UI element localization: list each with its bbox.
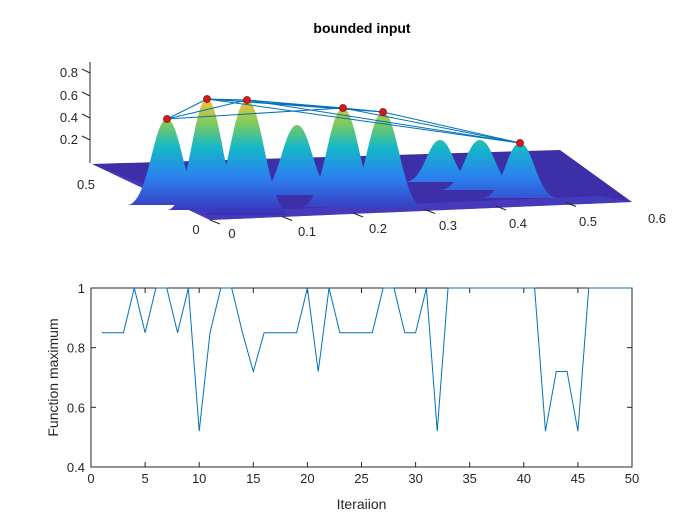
sample-path-line (343, 108, 383, 112)
x-tick-label: 45 (571, 471, 585, 486)
plot-area (91, 288, 632, 467)
x-tick-label: 0.2 (369, 221, 387, 236)
x-tick-label: 50 (625, 471, 639, 486)
surface-plot: 0.2 0.4 0.6 0.8 0 0.1 0.2 0.3 0.4 0.5 0.6 0 0.5 (60, 62, 666, 241)
x-tick-label: 0.1 (298, 224, 316, 239)
x-tick-label: 0.4 (509, 216, 527, 231)
surface-title: bounded input (313, 20, 411, 36)
x-tick-label: 0.3 (439, 218, 457, 233)
x-tick-label: 0 (87, 471, 94, 486)
sample-path-line (343, 108, 520, 143)
x-tick-label: 30 (408, 471, 422, 486)
z-tick (82, 114, 90, 118)
sample-marker (164, 116, 171, 123)
z-tick-label: 0.4 (60, 110, 78, 125)
y-tick-label: 0.4 (67, 460, 85, 475)
x-tick-label: 0.5 (579, 214, 597, 229)
y-tick-label: 0.8 (67, 341, 85, 356)
line-plot: 0 5 10 15 20 25 30 35 40 45 50 0.4 0.6 0.8 1 Iteraiion F… (45, 281, 639, 512)
x-tick-label: 0.6 (648, 211, 666, 226)
y-tick-label: 0 (192, 222, 199, 237)
sample-marker (380, 109, 387, 116)
x-tick-label: 0 (228, 226, 235, 241)
x-tick-label: 35 (462, 471, 476, 486)
x-tick-label: 20 (300, 471, 314, 486)
sample-marker (244, 97, 251, 104)
y-axis-label: Function maximum (45, 318, 61, 436)
z-tick-label: 0.2 (60, 132, 78, 147)
z-tick (82, 92, 90, 96)
x-tick-label: 40 (517, 471, 531, 486)
sample-path-line (383, 112, 520, 143)
sample-marker (340, 105, 347, 112)
y-tick-label: 1 (78, 281, 85, 296)
x-tick-label: 5 (141, 471, 148, 486)
z-tick-label: 0.6 (60, 88, 78, 103)
x-axis-label: Iteraiion (337, 496, 387, 512)
x-tick-label: 10 (192, 471, 206, 486)
z-tick (82, 69, 90, 73)
sample-marker (517, 140, 524, 147)
sample-marker (204, 96, 211, 103)
x-tick-label: 15 (246, 471, 260, 486)
x-tick (210, 220, 220, 224)
x-tick-label: 25 (354, 471, 368, 486)
z-tick-label: 0.8 (60, 65, 78, 80)
y-tick-label: 0.6 (67, 400, 85, 415)
y-tick-label: 0.5 (77, 177, 95, 192)
x-tick (282, 217, 292, 221)
z-tick (82, 136, 90, 140)
